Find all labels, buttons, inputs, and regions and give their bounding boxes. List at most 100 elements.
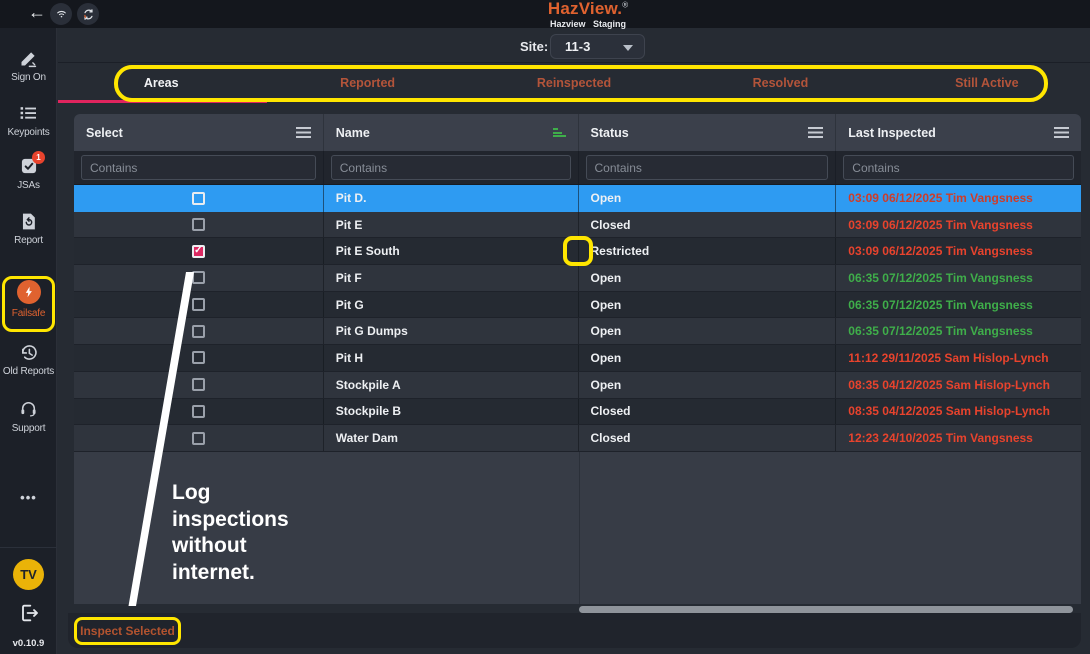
keypoints-icon [0, 103, 57, 125]
sync-icon[interactable] [77, 3, 99, 25]
site-dropdown[interactable]: 11-3 [550, 34, 645, 59]
wifi-icon [50, 3, 72, 25]
row-checkbox[interactable] [191, 324, 205, 338]
row-status: Open [579, 318, 837, 345]
active-tab-indicator [58, 100, 267, 103]
column-header-select: Select [86, 125, 123, 140]
row-status: Open [579, 371, 837, 398]
row-checkbox[interactable] [191, 431, 205, 445]
row-last-inspected: 03:09 06/12/2025 Tim Vangsness [848, 244, 1033, 259]
site-dropdown-value: 11-3 [565, 39, 591, 54]
row-checkbox[interactable] [191, 378, 205, 392]
table-row[interactable]: Pit G Dumps Open 06:35 07/12/2025 Tim Va… [74, 318, 1081, 346]
sidebar-label: JSAs [17, 180, 40, 191]
main-content: Site: 11-3 Areas Reported Reinspected Re… [58, 28, 1090, 654]
table-empty-area [74, 451, 1081, 604]
table-row[interactable]: Pit F Open 06:35 07/12/2025 Tim Vangsnes… [74, 265, 1081, 292]
tab-reported[interactable]: Reported [340, 76, 396, 90]
table-row[interactable]: Stockpile A Open 08:35 04/12/2025 Sam Hi… [74, 371, 1081, 399]
avatar[interactable]: TV [13, 559, 44, 590]
inspect-selected-label: Inspect Selected [80, 624, 175, 638]
row-checkbox[interactable] [191, 298, 205, 312]
site-label: Site: [520, 39, 549, 54]
row-name: Stockpile A [324, 371, 579, 398]
row-status: Open [579, 291, 837, 318]
table-row[interactable]: Pit E Closed 03:09 06/12/2025 Tim Vangsn… [74, 211, 1081, 239]
column-header-last-inspected: Last Inspected [848, 125, 936, 140]
sidebar: Sign On Keypoints 1 JSAs Report Failsafe [0, 28, 57, 654]
failsafe-icon [0, 280, 57, 306]
table-row[interactable]: Pit H Open 11:12 29/11/2025 Sam Hislop-L… [74, 345, 1081, 372]
tab-still-active[interactable]: Still Active [955, 76, 1019, 90]
table-row[interactable]: Pit D. Open 03:09 06/12/2025 Tim Vangsne… [74, 185, 1081, 212]
sidebar-item-failsafe[interactable]: Failsafe [0, 280, 57, 319]
row-name: Pit F [324, 265, 579, 291]
row-checkbox[interactable] [191, 191, 205, 205]
filter-input-name[interactable] [330, 155, 571, 180]
more-icon[interactable]: ••• [20, 490, 37, 505]
table-filter-row [74, 151, 1081, 185]
tab-resolved[interactable]: Resolved [752, 76, 809, 90]
row-last-inspected: 03:09 06/12/2025 Tim Vangsness [848, 217, 1033, 232]
chevron-down-icon [623, 45, 633, 51]
sidebar-label: Old Reports [2, 366, 55, 377]
table-row[interactable]: Pit G Open 06:35 07/12/2025 Tim Vangsnes… [74, 291, 1081, 319]
jsas-badge: 1 [32, 151, 45, 164]
row-checkbox[interactable] [191, 351, 205, 365]
sidebar-item-sign-on[interactable]: Sign On [0, 48, 57, 83]
row-checkbox-checked[interactable]: ✓ [191, 244, 205, 258]
tab-areas[interactable]: Areas [143, 76, 179, 90]
row-status: Closed [579, 211, 837, 238]
row-checkbox[interactable] [191, 404, 205, 418]
row-status: Open [579, 345, 837, 371]
row-status: Open [579, 185, 837, 212]
column-menu-icon[interactable] [295, 127, 311, 138]
sort-ascending-icon[interactable] [552, 128, 566, 137]
filter-input-status[interactable] [585, 155, 829, 180]
row-checkbox[interactable] [191, 271, 205, 285]
tab-bar: Areas Reported Reinspected Resolved Stil… [58, 62, 1090, 103]
row-checkbox[interactable] [191, 218, 205, 232]
logo-text: HazView. [547, 0, 623, 18]
filter-input-select[interactable] [81, 155, 316, 180]
row-last-inspected: 06:35 07/12/2025 Tim Vangsness [848, 270, 1033, 285]
row-name: Pit D. [324, 185, 579, 212]
sidebar-item-keypoints[interactable]: Keypoints [0, 103, 57, 138]
sidebar-label: Sign On [11, 72, 46, 83]
row-name: Stockpile B [324, 398, 579, 425]
row-name: Pit G [324, 291, 579, 318]
row-name: Pit E [324, 211, 579, 238]
areas-table: Select Name Status Last Inspected Pit D.… [74, 114, 1081, 604]
row-status: Closed [579, 398, 837, 425]
horizontal-scrollbar[interactable] [579, 606, 1073, 613]
sign-on-icon [0, 48, 57, 70]
row-last-inspected: 12:23 24/10/2025 Tim Vangsness [848, 431, 1033, 446]
logout-icon[interactable] [17, 602, 40, 629]
row-name: Pit G Dumps [324, 318, 579, 345]
sidebar-item-support[interactable]: Support [0, 399, 57, 434]
table-row[interactable]: Stockpile B Closed 08:35 04/12/2025 Sam … [74, 398, 1081, 426]
sidebar-item-report[interactable]: Report [0, 211, 57, 246]
inspect-selected-button[interactable]: Inspect Selected [74, 617, 181, 645]
row-last-inspected: 03:09 06/12/2025 Tim Vangsness [848, 191, 1033, 206]
column-menu-icon[interactable] [808, 127, 824, 138]
filter-input-last-inspected[interactable] [843, 155, 1074, 180]
back-icon[interactable]: ← [28, 2, 46, 22]
tab-reinspected[interactable]: Reinspected [536, 76, 612, 90]
row-last-inspected: 08:35 04/12/2025 Sam Hislop-Lynch [848, 377, 1050, 392]
row-status: Open [579, 265, 837, 291]
column-header-status: Status [590, 125, 629, 140]
row-last-inspected: 06:35 07/12/2025 Tim Vangsness [848, 324, 1033, 339]
sidebar-item-jsas[interactable]: 1 JSAs [0, 151, 57, 191]
sidebar-label: Keypoints [7, 127, 50, 138]
row-last-inspected: 06:35 07/12/2025 Tim Vangsness [848, 297, 1033, 312]
logo-subtitle: Hazview Staging [549, 19, 627, 29]
row-status: Restricted [579, 238, 837, 265]
table-row[interactable]: Water Dam Closed 12:23 24/10/2025 Tim Va… [74, 425, 1081, 452]
sidebar-divider [0, 547, 57, 548]
column-menu-icon[interactable] [1053, 127, 1069, 138]
report-icon [0, 211, 57, 233]
sidebar-item-old-reports[interactable]: Old Reports [0, 342, 57, 377]
table-row[interactable]: ✓ Pit E South Restricted 03:09 06/12/202… [74, 236, 1081, 267]
sidebar-label: Report [14, 235, 43, 246]
